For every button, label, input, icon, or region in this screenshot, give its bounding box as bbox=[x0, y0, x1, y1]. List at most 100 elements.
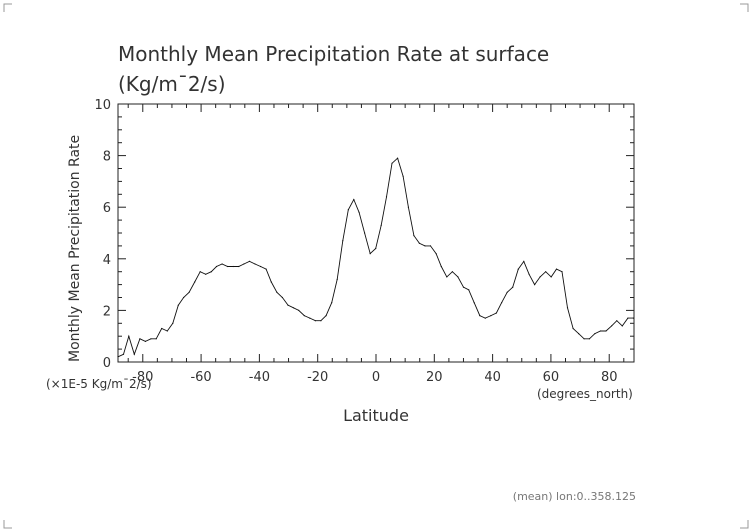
y-tick-label: 10 bbox=[94, 98, 111, 113]
data-point bbox=[188, 291, 190, 293]
data-point bbox=[298, 309, 300, 311]
data-point bbox=[501, 302, 503, 304]
data-point bbox=[506, 291, 508, 293]
x-tick-label: 40 bbox=[484, 370, 501, 385]
data-point bbox=[161, 327, 163, 330]
data-point bbox=[572, 327, 574, 330]
data-point bbox=[380, 224, 382, 226]
data-point bbox=[495, 312, 497, 314]
data-point bbox=[468, 289, 470, 291]
data-point bbox=[139, 338, 141, 340]
data-point bbox=[364, 232, 366, 234]
corner-marks bbox=[3, 3, 749, 529]
data-point bbox=[578, 333, 580, 335]
chart-subtitle: (Kg/m¯2/s) bbox=[118, 72, 226, 96]
y-tick-label: 8 bbox=[103, 150, 111, 165]
data-point bbox=[627, 317, 629, 319]
data-point bbox=[605, 330, 607, 332]
data-point bbox=[347, 209, 349, 211]
data-point bbox=[611, 325, 613, 327]
data-point bbox=[166, 330, 168, 332]
data-point bbox=[369, 253, 371, 255]
data-point bbox=[122, 353, 125, 355]
data-point bbox=[177, 304, 179, 306]
y-axis-ticks: 0 2 4 6 8 10 bbox=[94, 98, 634, 371]
data-point bbox=[336, 278, 338, 280]
data-point bbox=[561, 271, 563, 273]
data-point bbox=[144, 340, 146, 342]
data-point bbox=[616, 320, 618, 322]
data-point bbox=[270, 281, 272, 283]
chart-title: Monthly Mean Precipitation Rate at surfa… bbox=[118, 42, 549, 66]
y-tick-label: 6 bbox=[103, 201, 111, 216]
data-point bbox=[133, 353, 135, 355]
data-point bbox=[353, 198, 355, 201]
data-point bbox=[446, 276, 448, 278]
data-point bbox=[451, 271, 453, 273]
data-points bbox=[117, 157, 635, 358]
data-point bbox=[331, 302, 333, 304]
series-line bbox=[117, 157, 634, 358]
data-point bbox=[512, 286, 514, 288]
y-axis-label: Monthly Mean Precipitation Rate bbox=[67, 135, 83, 362]
data-point bbox=[555, 268, 558, 270]
data-point bbox=[243, 263, 245, 265]
data-point bbox=[248, 260, 251, 262]
data-point bbox=[303, 315, 305, 317]
data-point bbox=[320, 320, 322, 322]
y-tick-label: 2 bbox=[103, 304, 111, 319]
data-point bbox=[566, 307, 569, 309]
data-point bbox=[276, 291, 278, 293]
data-point bbox=[550, 276, 552, 278]
data-point bbox=[424, 245, 426, 247]
data-point bbox=[292, 307, 295, 309]
data-point bbox=[457, 276, 459, 278]
x-tick-label: -60 bbox=[190, 370, 211, 385]
data-point bbox=[429, 245, 432, 247]
data-point bbox=[599, 330, 602, 332]
data-point bbox=[287, 304, 289, 306]
x-tick-label: -20 bbox=[307, 370, 328, 385]
x-tick-label: 60 bbox=[543, 370, 560, 385]
x-tick-label: 80 bbox=[601, 370, 618, 385]
data-point bbox=[583, 338, 585, 340]
data-point bbox=[413, 235, 415, 237]
minor-ticks bbox=[118, 104, 634, 362]
data-point bbox=[594, 333, 596, 335]
data-point bbox=[309, 317, 311, 319]
data-point bbox=[215, 265, 218, 268]
y-tick-label: 0 bbox=[103, 356, 111, 371]
data-point bbox=[281, 296, 283, 299]
data-point bbox=[128, 335, 130, 337]
data-point bbox=[435, 253, 437, 255]
data-point bbox=[254, 263, 256, 265]
data-point bbox=[528, 273, 530, 275]
data-point bbox=[117, 356, 119, 358]
data-point bbox=[407, 206, 409, 208]
data-point bbox=[462, 286, 465, 288]
data-point bbox=[260, 265, 262, 268]
y-tick-label: 4 bbox=[103, 253, 111, 268]
data-point bbox=[490, 315, 492, 317]
data-point bbox=[632, 317, 635, 319]
data-point bbox=[545, 271, 547, 273]
data-point bbox=[621, 325, 623, 327]
footnote: (mean) lon:0..358.125 bbox=[513, 490, 636, 503]
data-point bbox=[199, 271, 201, 273]
data-point bbox=[265, 268, 267, 270]
data-point bbox=[588, 338, 591, 340]
data-point bbox=[342, 240, 344, 242]
data-point bbox=[534, 284, 536, 286]
data-point bbox=[375, 247, 377, 250]
data-point bbox=[523, 260, 525, 262]
data-point bbox=[205, 273, 207, 275]
data-point bbox=[358, 211, 360, 213]
data-point bbox=[210, 271, 212, 273]
data-point bbox=[238, 265, 240, 268]
data-point bbox=[473, 302, 475, 304]
data-point bbox=[397, 157, 399, 159]
data-point bbox=[517, 268, 519, 270]
data-point bbox=[539, 276, 541, 278]
data-point bbox=[418, 242, 420, 244]
